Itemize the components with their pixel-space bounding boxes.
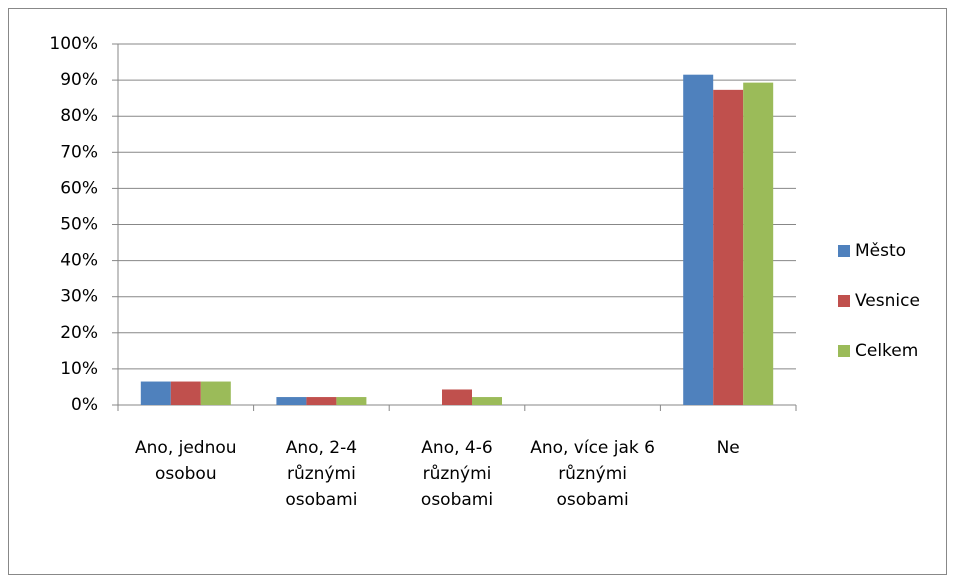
- legend-label: Vesnice: [855, 291, 920, 311]
- y-tick-label: 10%: [60, 359, 98, 379]
- x-tick-label: Ano, více jak 6 různými osobami: [530, 438, 655, 510]
- y-tick-label: 100%: [49, 34, 98, 54]
- y-tick-label: 0%: [71, 395, 98, 415]
- bar: [306, 397, 337, 405]
- bar: [170, 381, 201, 405]
- y-tick-label: 90%: [60, 70, 98, 90]
- legend-label: Celkem: [855, 341, 918, 361]
- bar: [336, 397, 367, 405]
- bar: [200, 381, 231, 405]
- legend-swatch: [838, 295, 850, 307]
- bar: [713, 89, 744, 406]
- legend-label: Město: [855, 241, 906, 261]
- bar: [276, 397, 307, 405]
- bar: [442, 389, 472, 405]
- bar: [472, 397, 502, 405]
- bar: [683, 74, 714, 405]
- y-tick-label: 80%: [60, 106, 98, 126]
- y-tick-label: 30%: [60, 287, 98, 307]
- bar: [140, 381, 171, 405]
- x-tick-label: Ano, 2-4 různými osobami: [285, 438, 358, 510]
- legend-swatch: [838, 345, 850, 357]
- x-tick-label: Ne: [716, 438, 740, 458]
- y-tick-label: 50%: [60, 215, 98, 235]
- legend-swatch: [838, 245, 850, 257]
- y-tick-label: 70%: [60, 142, 98, 162]
- bar: [743, 82, 774, 405]
- x-tick-label: Ano, 4-6 různými osobami: [420, 438, 494, 510]
- x-tick-label: Ano, jednou osobou: [135, 438, 237, 484]
- y-tick-label: 20%: [60, 323, 98, 343]
- y-tick-label: 60%: [60, 178, 98, 198]
- y-tick-label: 40%: [60, 251, 98, 271]
- chart-border: [8, 8, 947, 575]
